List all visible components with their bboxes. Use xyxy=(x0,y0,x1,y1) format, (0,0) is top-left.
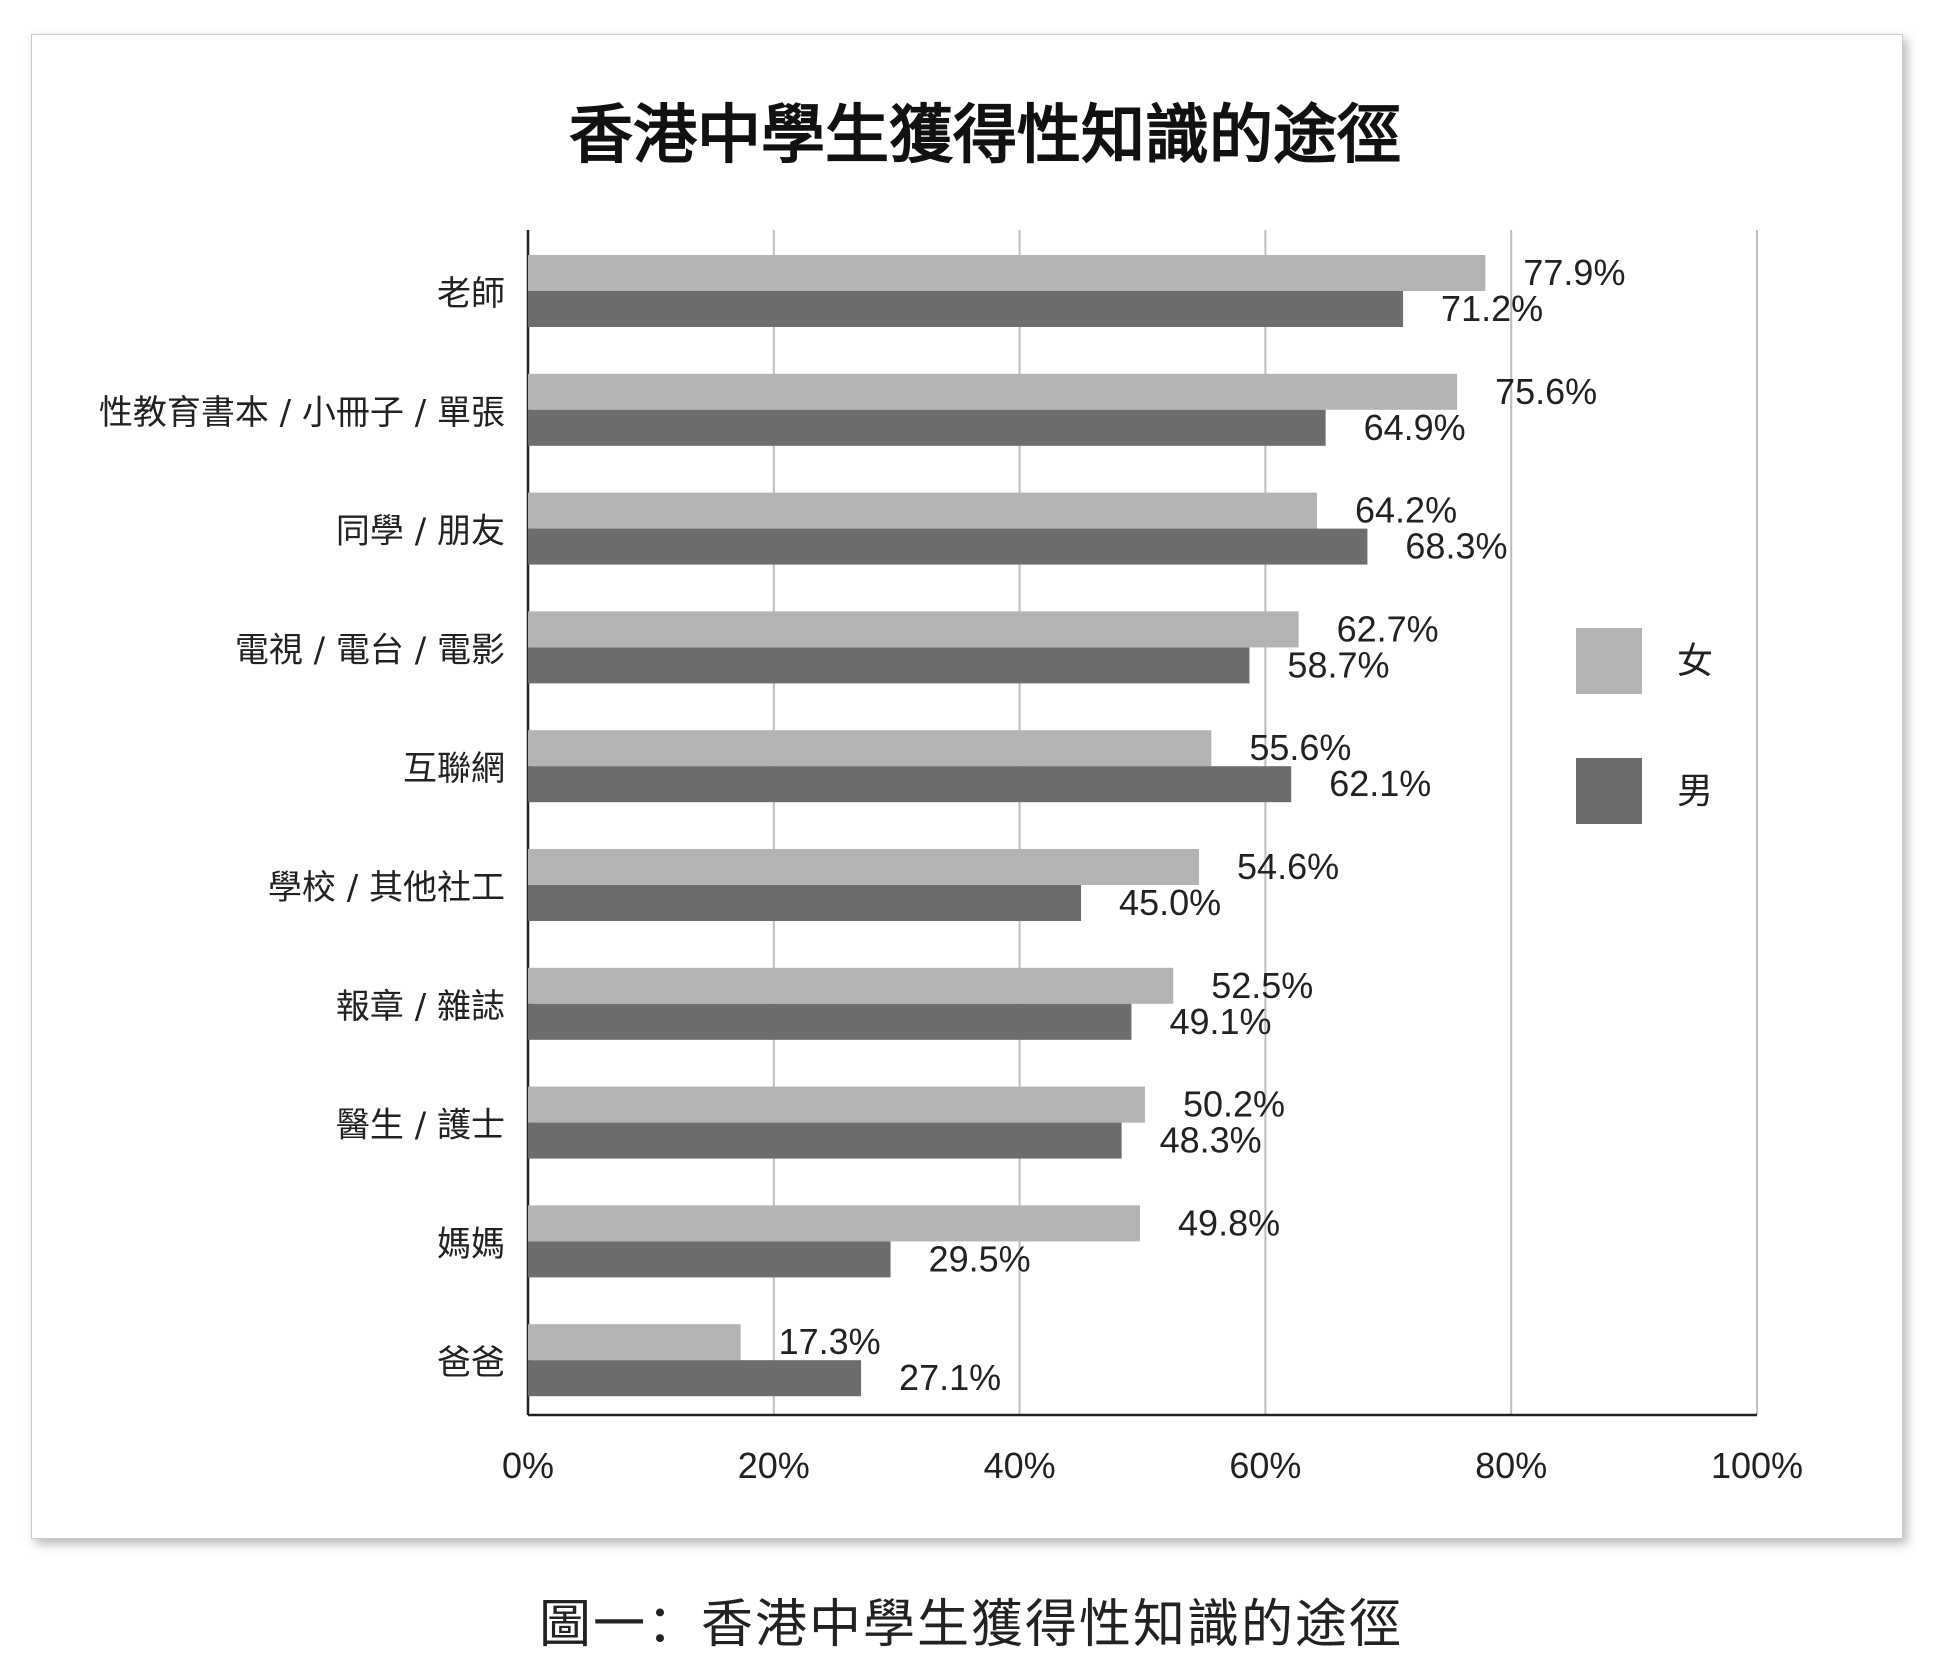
category-label: 學校 / 其他社工 xyxy=(268,868,505,908)
data-label: 27.1% xyxy=(899,1357,1001,1398)
x-tick-label: 0% xyxy=(502,1445,554,1486)
bar-male xyxy=(528,1122,1122,1159)
x-tick-label: 80% xyxy=(1475,1445,1547,1486)
data-label: 52.5% xyxy=(1211,965,1313,1006)
x-tick-label: 40% xyxy=(984,1445,1056,1486)
category-label: 電視 / 電台 / 電影 xyxy=(235,630,505,670)
legend: 女男 xyxy=(1576,628,1713,824)
legend-label: 男 xyxy=(1677,771,1713,812)
data-label: 77.9% xyxy=(1523,252,1625,293)
data-label: 64.2% xyxy=(1355,490,1457,531)
x-tick-labels: 0% 20% 40% 60% 80% 100% xyxy=(502,1445,1803,1486)
data-label: 49.1% xyxy=(1169,1001,1271,1042)
figure-caption: 圖一：香港中學生獲得性知識的途徑 xyxy=(538,1595,1403,1655)
data-label: 64.9% xyxy=(1364,407,1466,448)
data-label: 49.8% xyxy=(1178,1202,1280,1243)
bar-female xyxy=(528,611,1299,648)
legend-swatch-male xyxy=(1576,758,1642,824)
bars xyxy=(528,255,1486,1397)
category-label: 媽媽 xyxy=(437,1224,505,1264)
category-label: 老師 xyxy=(437,274,505,314)
data-label: 58.7% xyxy=(1287,644,1389,685)
data-label: 62.7% xyxy=(1337,608,1439,649)
data-labels: 77.9%71.2% 75.6% 64.9% 64.2%68.3% 62.7%58.7%… xyxy=(779,252,1626,1398)
bar-female xyxy=(528,1205,1141,1242)
x-tick-label: 100% xyxy=(1711,1445,1803,1486)
bar-female xyxy=(528,255,1486,291)
data-label: 50.2% xyxy=(1183,1084,1285,1125)
bar-male xyxy=(528,1241,891,1278)
bar-female xyxy=(528,1086,1145,1123)
data-label: 48.3% xyxy=(1160,1120,1262,1161)
legend-label: 女 xyxy=(1677,641,1713,682)
data-label: 55.6% xyxy=(1249,727,1351,768)
x-tick-label: 60% xyxy=(1229,1445,1301,1486)
data-label: 75.6% xyxy=(1495,371,1597,412)
x-tick-label: 20% xyxy=(738,1445,810,1486)
data-label: 71.2% xyxy=(1441,288,1543,329)
legend-swatch-female xyxy=(1576,628,1642,694)
bar-male xyxy=(528,885,1082,921)
data-label: 45.0% xyxy=(1119,882,1221,923)
category-label: 同學 / 朋友 xyxy=(336,512,505,552)
chart-title: 香港中學生獲得性知識的途徑 xyxy=(569,98,1401,173)
category-label: 爸爸 xyxy=(437,1343,505,1383)
bar-female xyxy=(528,1324,741,1361)
bar-chart: 香港中學生獲得性知識的途徑 77.9%71.2%75.6%64.9%64.2%6… xyxy=(99,98,1803,1486)
category-label: 醫生 / 護士 xyxy=(336,1106,505,1146)
bar-female xyxy=(528,730,1212,767)
bar-female xyxy=(528,373,1458,410)
bar-male xyxy=(528,291,1404,327)
data-label: 68.3% xyxy=(1405,526,1507,567)
data-label: 62.1% xyxy=(1329,763,1431,804)
bar-male xyxy=(528,409,1326,446)
category-label: 性教育書本 / 小冊子 / 單張 xyxy=(99,393,505,433)
category-label: 報章 / 雜誌 xyxy=(336,987,505,1027)
data-label: 54.6% xyxy=(1237,846,1339,887)
data-label: 17.3% xyxy=(779,1321,881,1362)
bar-male xyxy=(528,647,1250,684)
category-label: 互聯網 xyxy=(403,749,505,789)
data-label: 29.5% xyxy=(929,1238,1031,1279)
bar-male xyxy=(528,766,1292,803)
bar-female xyxy=(528,492,1318,529)
bar-female xyxy=(528,967,1174,1004)
bar-female xyxy=(528,849,1200,885)
bar-male xyxy=(528,1003,1132,1040)
bar-male xyxy=(528,1360,862,1397)
bar-male xyxy=(528,528,1368,565)
